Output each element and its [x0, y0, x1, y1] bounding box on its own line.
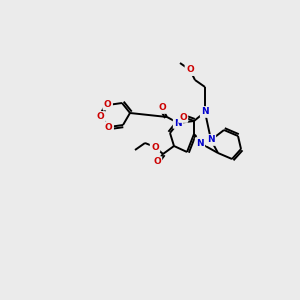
Text: O: O [104, 100, 112, 109]
Text: O: O [151, 142, 159, 152]
Text: O: O [158, 103, 166, 112]
Text: N: N [196, 139, 204, 148]
Text: O: O [153, 158, 161, 166]
Text: N: N [201, 107, 209, 116]
Text: N: N [207, 136, 215, 145]
Text: O: O [186, 65, 194, 74]
Text: O: O [179, 112, 187, 122]
Text: O: O [186, 65, 194, 74]
Text: O: O [105, 123, 112, 132]
Text: N: N [174, 118, 182, 127]
Text: O: O [97, 112, 104, 122]
